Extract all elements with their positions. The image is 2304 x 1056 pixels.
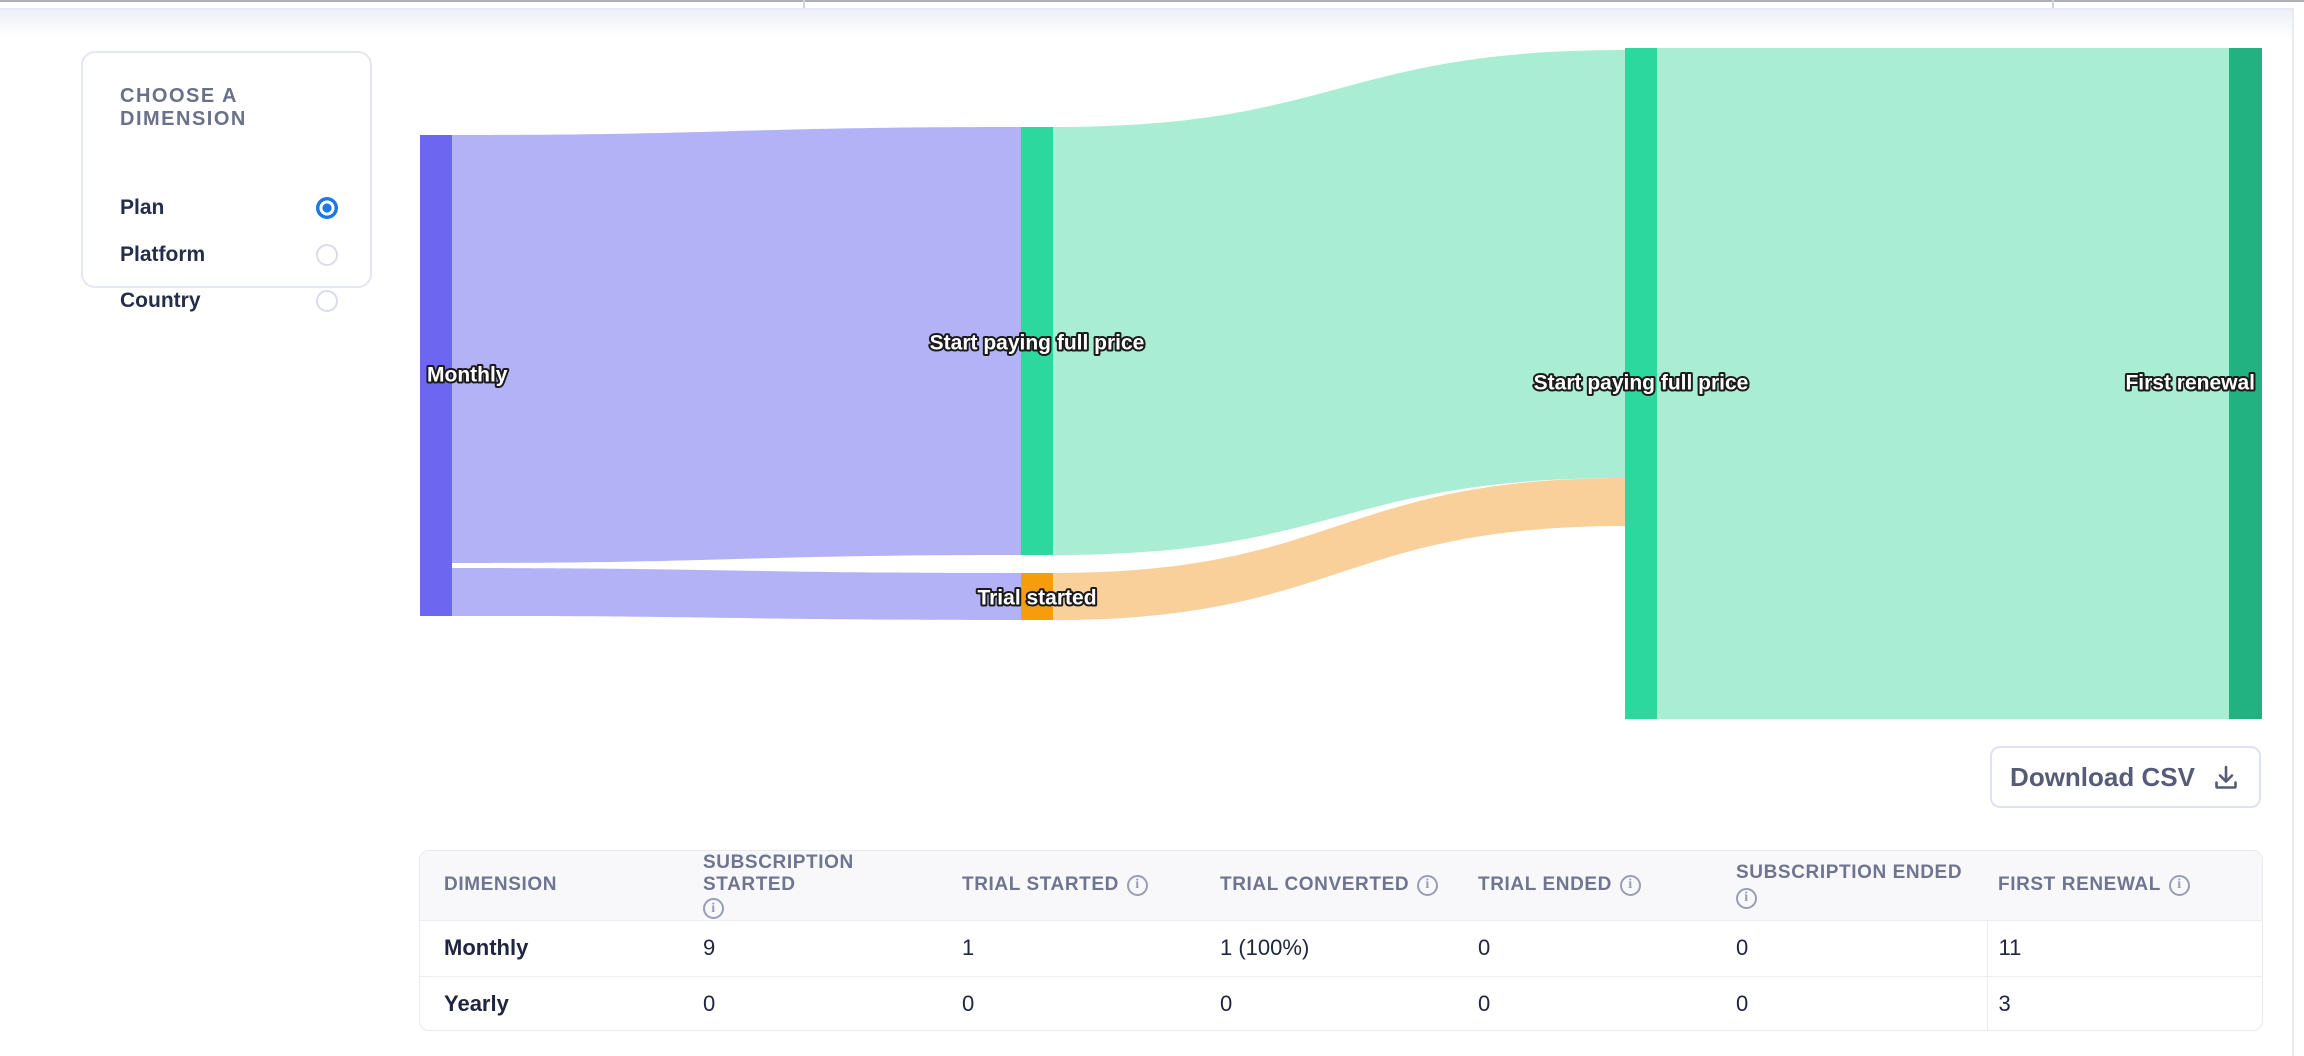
- dimension-panel-title: CHOOSE A DIMENSION: [120, 85, 247, 130]
- tab-separator: [2052, 0, 2054, 9]
- info-icon[interactable]: i: [1417, 874, 1439, 896]
- sankey-node-start-paying-full-price-2[interactable]: [1625, 48, 1657, 719]
- header-shadow: [0, 10, 2294, 38]
- cell-value: 0: [1220, 991, 1233, 1017]
- window-top-border: [0, 0, 2304, 2]
- cell-value: 0: [1478, 935, 1491, 960]
- radio-plan[interactable]: [316, 197, 338, 219]
- header-divider: [0, 8, 2294, 10]
- col-header-trial-converted: TRIAL CONVERTED i: [1196, 851, 1454, 921]
- table-row-yearly[interactable]: Yearly 0 0 0 0 0 3: [420, 976, 2262, 1030]
- download-csv-label: Download CSV: [2010, 761, 2195, 792]
- dimension-option-label: Platform: [120, 243, 206, 266]
- page-right-border: [2292, 10, 2294, 1056]
- cell-value: 1 (100%): [1220, 935, 1310, 960]
- cell-dimension: Monthly: [444, 935, 529, 960]
- dimension-option-label: Country: [120, 289, 201, 312]
- metrics-table-card: DIMENSION SUBSCRIPTION STARTED i TRIAL S…: [419, 850, 2263, 1031]
- dimension-option-platform[interactable]: Platform: [120, 240, 338, 270]
- sankey-label-start-paying-full-price-1: Start paying full price: [930, 332, 1145, 355]
- sankey-label-trial-started: Trial started: [977, 587, 1096, 610]
- sankey-link-monthly-to-trial[interactable]: [452, 568, 1021, 620]
- radio-country[interactable]: [316, 290, 338, 312]
- info-icon[interactable]: i: [1736, 887, 1757, 909]
- cell-value: 0: [1736, 991, 1749, 1017]
- info-icon[interactable]: i: [2168, 874, 2190, 896]
- dimension-option-label: Plan: [120, 196, 165, 219]
- sankey-link-full-price-to-full-price[interactable]: [1053, 50, 1625, 555]
- metrics-table: DIMENSION SUBSCRIPTION STARTED i TRIAL S…: [420, 851, 2262, 1030]
- sankey-node-monthly[interactable]: [420, 135, 452, 616]
- sankey-link-full-price-to-renewal[interactable]: [1657, 48, 2229, 719]
- info-icon[interactable]: i: [703, 898, 724, 919]
- radio-platform[interactable]: [316, 244, 338, 266]
- cell-value: 9: [703, 935, 716, 960]
- cell-value: 0: [703, 991, 716, 1017]
- sankey-label-monthly: Monthly: [427, 364, 508, 387]
- cell-value: 11: [1986, 920, 2262, 976]
- col-header-trial-started: TRIAL STARTED i: [938, 851, 1196, 921]
- table-header-row: DIMENSION SUBSCRIPTION STARTED i TRIAL S…: [420, 851, 2262, 921]
- cell-value: 0: [962, 991, 975, 1017]
- info-icon[interactable]: i: [1126, 874, 1148, 896]
- cell-value: 0: [1736, 935, 1749, 960]
- cell-value: 3: [1986, 976, 2262, 1030]
- col-header-dimension: DIMENSION: [420, 851, 679, 921]
- info-icon[interactable]: i: [1619, 874, 1641, 896]
- col-header-trial-ended: TRIAL ENDED i: [1454, 851, 1712, 921]
- dimension-panel: CHOOSE A DIMENSION Plan Platform Country: [81, 51, 372, 312]
- tab-separator: [803, 0, 805, 9]
- col-header-first-renewal: FIRST RENEWAL i: [1987, 851, 2262, 921]
- sankey-node-start-paying-full-price-1[interactable]: [1021, 127, 1053, 555]
- sankey-link-monthly-to-full-price[interactable]: [452, 127, 1021, 563]
- sankey-link-trial-to-full-price[interactable]: [1053, 478, 1625, 620]
- sankey-label-start-paying-full-price-2: Start paying full price: [1534, 372, 1749, 395]
- col-header-subscription-ended: SUBSCRIPTION ENDED i: [1712, 851, 1987, 921]
- dimension-option-plan[interactable]: Plan: [120, 193, 338, 223]
- cell-dimension: Yearly: [444, 991, 509, 1017]
- sankey-label-first-renewal: First renewal: [2125, 372, 2255, 395]
- table-row-monthly[interactable]: Monthly 9 1 1 (100%) 0 0 11: [420, 920, 2262, 976]
- download-icon: [2215, 765, 2237, 789]
- dimension-option-country[interactable]: Country: [120, 286, 338, 316]
- col-header-subscription-started: SUBSCRIPTION STARTED i: [679, 851, 938, 921]
- cell-value: 1: [962, 935, 975, 960]
- sankey-node-first-renewal[interactable]: [2229, 48, 2262, 719]
- download-csv-button[interactable]: Download CSV: [1990, 746, 2261, 808]
- sankey-node-trial-started[interactable]: [1021, 573, 1053, 620]
- cell-value: 0: [1478, 991, 1491, 1017]
